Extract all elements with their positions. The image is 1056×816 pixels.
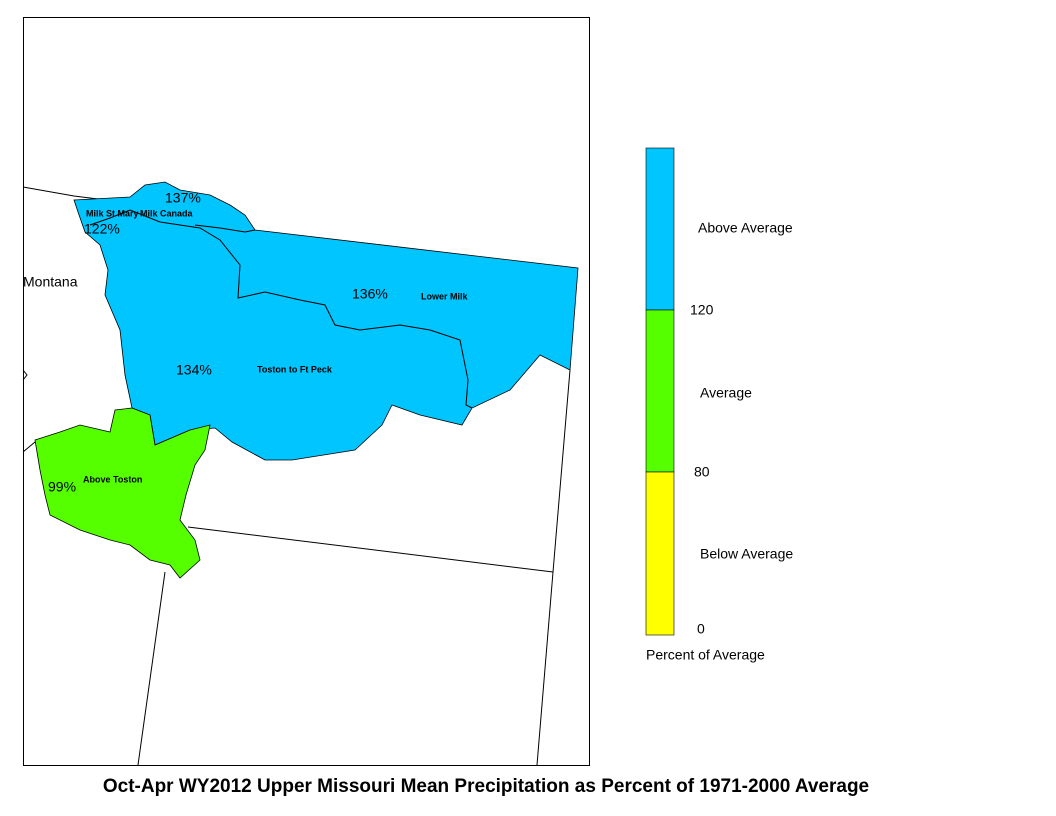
basin-percent: 99% [48, 479, 76, 495]
basin-percent: 122% [84, 221, 120, 237]
legend-caption: Percent of Average [646, 647, 765, 663]
legend-label: Below Average [700, 546, 793, 562]
legend-tick: 0 [697, 621, 705, 637]
map-title: Oct-Apr WY2012 Upper Missouri Mean Preci… [103, 776, 869, 797]
legend-tick: 120 [690, 302, 714, 318]
legend-swatch [645, 147, 675, 311]
basin-green [34, 407, 211, 579]
basin-name: Lower Milk [421, 291, 469, 301]
legend-tick: 80 [694, 464, 710, 480]
basin-percent: 137% [165, 190, 201, 206]
state-label: Montana [23, 274, 78, 290]
legend-label: Above Average [698, 220, 793, 236]
basin-name: Above Toston [83, 474, 142, 484]
legend: Above Average Average Below Average 120 … [645, 147, 793, 663]
basin-percent: 134% [176, 362, 212, 378]
legend-swatch [645, 309, 675, 473]
legend-label: Average [700, 385, 752, 401]
basin-percent: 136% [352, 286, 388, 302]
basin-boundaries [89, 209, 473, 409]
basin-name: Toston to Ft Peck [257, 364, 333, 374]
basin-blue [73, 181, 579, 461]
legend-swatch [645, 471, 675, 636]
basin-name: Milk St Mary [86, 208, 139, 218]
basin-name: Milk Canada [140, 208, 194, 218]
